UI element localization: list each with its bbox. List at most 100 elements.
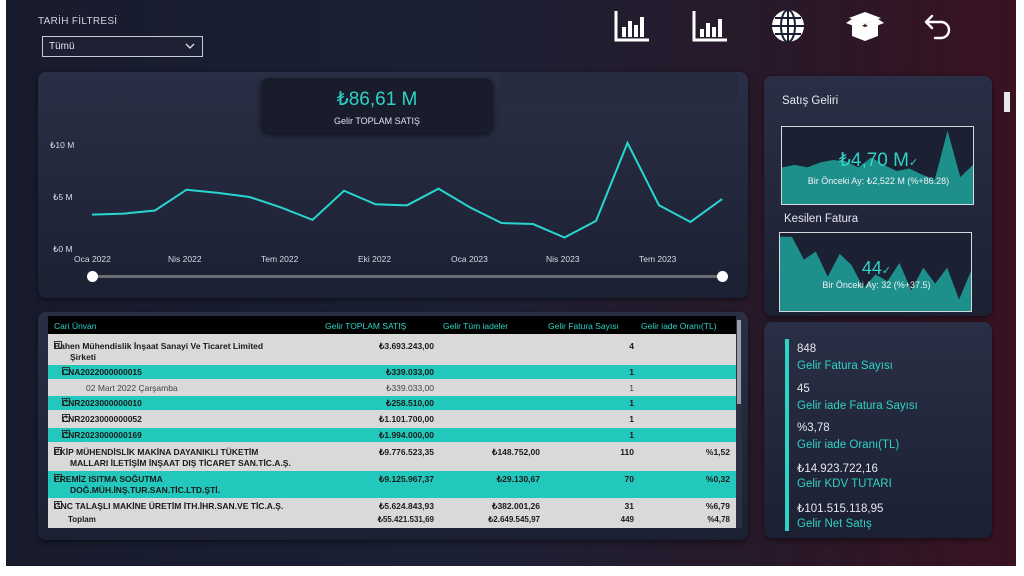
y-tick-label: ₺0 M xyxy=(53,244,73,254)
sales-income-card: ₺4,70 M✓ Bir Önceki Ay: ₺2,522 M (%+86.2… xyxy=(781,126,974,205)
invoice-value: 44✓ xyxy=(861,258,892,278)
kpi-list-panel xyxy=(764,322,992,538)
sales-series-line xyxy=(91,140,723,239)
table-row[interactable]: + CNR2023000000052 ₺1.101.700,00 1 xyxy=(48,412,736,426)
cell-sales: ₺1.994.000,00 xyxy=(378,430,434,440)
collapse-icon[interactable]: − xyxy=(54,341,62,349)
expand-icon[interactable]: + xyxy=(54,447,62,455)
cell-returns: ₺29.130,67 xyxy=(496,474,540,484)
total-invoice-count: 449 xyxy=(620,515,634,524)
kpi-label: Gelir KDV TUTARI xyxy=(797,478,892,490)
date-range-slider-end-handle[interactable] xyxy=(717,271,728,282)
cell-invoice-count: 70 xyxy=(624,474,634,484)
expand-icon[interactable]: + xyxy=(62,430,70,438)
total-sales-card: ₺86,61 M Gelir TOPLAM SATIŞ xyxy=(261,78,493,133)
check-icon: ✓ xyxy=(908,157,919,169)
total-sales-value: ₺86,61 M xyxy=(336,89,418,110)
kpi-value: 848 xyxy=(797,343,817,355)
table-row[interactable]: + EKİP MÜHENDİSLİK MAKİNA DAYANIKLI TÜKET… xyxy=(48,444,736,471)
table-row[interactable]: 02 Mart 2022 Çarşamba ₺339.033,00 1 xyxy=(48,380,736,395)
expand-icon[interactable]: + xyxy=(54,501,62,509)
column-header[interactable]: Gelir Tüm iadeler xyxy=(443,321,509,331)
cell-name: CNR2023000000010 xyxy=(62,398,142,408)
cell-sales: ₺5.624.843,93 xyxy=(378,501,434,511)
table-scrollbar[interactable] xyxy=(736,318,742,528)
cell-invoice-count: 4 xyxy=(629,341,634,351)
kpi-label: Gelir Net Satış xyxy=(797,518,872,530)
kpi-label: Gelir iade Fatura Sayısı xyxy=(797,400,918,412)
date-range-slider-track[interactable] xyxy=(92,275,722,278)
table-row[interactable]: − CNA2022000000015 ₺339.033,00 1 xyxy=(48,365,736,379)
scrollbar-thumb[interactable] xyxy=(1004,92,1010,112)
cell-return-rate: %0,32 xyxy=(705,474,730,484)
date-range-slider-start-handle[interactable] xyxy=(87,271,98,282)
cell-sales: ₺9.776.523,35 xyxy=(378,447,434,457)
box-icon[interactable] xyxy=(845,8,885,44)
sparkline-area xyxy=(780,236,971,311)
cell-sales: ₺1.101.700,00 xyxy=(378,414,434,424)
expand-icon[interactable]: + xyxy=(54,474,62,482)
cell-name: EKİP MÜHENDİSLİK MAKİNA DAYANIKLI TÜKETİ… xyxy=(54,447,259,457)
cell-name: CNA2022000000015 xyxy=(62,367,142,377)
invoice-title: Kesilen Fatura xyxy=(784,213,859,225)
date-filter-value: Tümü xyxy=(49,41,75,52)
cell-name: EREMİZ ISITMA SOĞUTMA xyxy=(54,474,163,484)
table-row[interactable]: − Bahen Mühendislik İnşaat Sanayi Ve Tica… xyxy=(48,337,736,365)
total-returns: ₺2.649.545,97 xyxy=(488,515,540,524)
total-sales-label: Gelir TOPLAM SATIŞ xyxy=(333,116,421,126)
panel-tab-decoration xyxy=(500,72,738,102)
collapse-icon[interactable]: − xyxy=(62,367,70,375)
column-header[interactable]: Gelir iade Oranı(TL) xyxy=(641,321,717,331)
cell-name: MALLARI İLETİŞİM İNŞAAT DIŞ TİCARET SAN.… xyxy=(70,458,291,468)
bar-chart-alt-icon[interactable] xyxy=(690,8,730,44)
table-row[interactable]: + CNR2023000000010 ₺258.510,00 1 xyxy=(48,396,736,410)
sales-sparkline xyxy=(782,130,973,204)
invoice-sparkline xyxy=(780,236,971,311)
kpi-value: ₺14.923.722,16 xyxy=(797,463,878,475)
table-total-row: Toplam ₺55.421.531,69 ₺2.649.545,97 449 … xyxy=(48,514,736,528)
cell-returns: ₺148.752,00 xyxy=(492,447,540,457)
cell-invoice-count: 110 xyxy=(620,447,634,457)
cell-invoice-count: 1 xyxy=(629,367,634,377)
cell-name: Şirketi xyxy=(70,352,96,362)
column-header[interactable]: Gelir TOPLAM SATIŞ xyxy=(325,321,407,331)
total-label: Toplam xyxy=(68,515,96,524)
table-header: Cari Ünvan Gelir TOPLAM SATIŞ Gelir Tüm … xyxy=(48,316,736,334)
cell-invoice-count: 31 xyxy=(624,501,634,511)
x-tick-label: Tem 2022 xyxy=(261,254,299,264)
customer-sales-table: Cari Ünvan Gelir TOPLAM SATIŞ Gelir Tüm … xyxy=(48,316,736,528)
cell-return-rate: %1,52 xyxy=(705,447,730,457)
table-scrollbar-thumb[interactable] xyxy=(737,320,741,404)
cell-name: DOĞ.MÜH.İNŞ.TUR.SAN.TİC.LTD.ŞTİ. xyxy=(70,485,221,495)
date-filter-label: TARİH FİLTRESİ xyxy=(38,16,118,27)
cell-sales: ₺339.033,00 xyxy=(386,383,434,393)
globe-icon[interactable] xyxy=(768,8,808,44)
table-row[interactable]: + EREMİZ ISITMA SOĞUTMA DOĞ.MÜH.İNŞ.TUR.S… xyxy=(48,471,736,498)
x-tick-label: Tem 2023 xyxy=(639,254,677,264)
column-header[interactable]: Gelir Fatura Sayısı xyxy=(548,321,619,331)
expand-icon[interactable]: + xyxy=(62,414,70,422)
x-tick-label: Eki 2022 xyxy=(358,254,392,264)
x-tick-label: Oca 2023 xyxy=(451,254,488,264)
kpi-value: %3,78 xyxy=(797,422,830,434)
kpi-value: 45 xyxy=(797,383,810,395)
x-tick-label: Oca 2022 xyxy=(74,254,111,264)
table-row[interactable]: + CNR2023000000169 ₺1.994.000,00 1 xyxy=(48,428,736,442)
cell-invoice-count: 1 xyxy=(629,398,634,408)
bar-chart-icon[interactable] xyxy=(612,8,652,44)
sparkline-area xyxy=(782,130,973,204)
back-arrow-icon[interactable] xyxy=(918,8,958,44)
date-filter-dropdown[interactable]: Tümü xyxy=(42,36,203,57)
table-row[interactable]: + GNC TALAŞLI MAKİNE ÜRETİM İTH.İHR.SAN.V… xyxy=(48,498,736,513)
cell-returns: ₺382.001,26 xyxy=(492,501,540,511)
cell-name: 02 Mart 2022 Çarşamba xyxy=(86,383,178,393)
cell-sales: ₺9.125.967,37 xyxy=(378,474,434,484)
column-header[interactable]: Cari Ünvan xyxy=(54,321,97,331)
cell-name: CNR2023000000052 xyxy=(62,414,142,424)
expand-icon[interactable]: + xyxy=(62,398,70,406)
sales-line-chart xyxy=(91,140,723,239)
cell-sales: ₺3.693.243,00 xyxy=(378,341,434,351)
total-sales: ₺55.421.531,69 xyxy=(377,515,434,524)
cell-sales: ₺339.033,00 xyxy=(386,367,434,377)
